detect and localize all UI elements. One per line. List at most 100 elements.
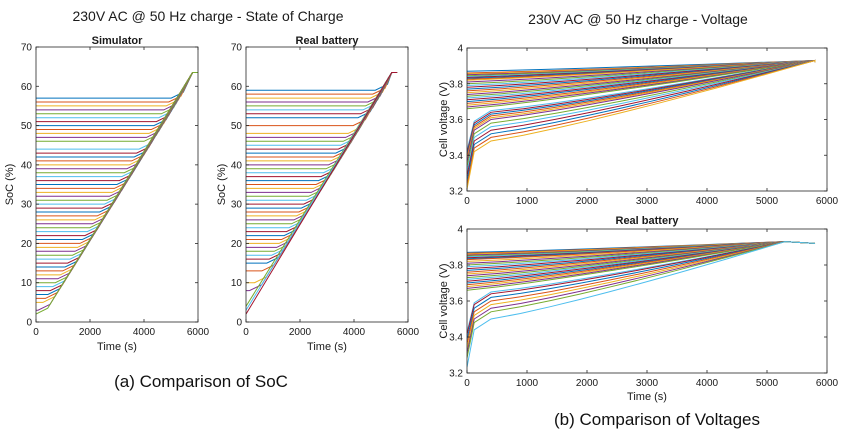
series-line [36,72,198,99]
series-line [36,72,198,119]
x-tick-label: 6000 [816,196,839,207]
soc-simulator-chart: 0 2000 4000 6000 0 10 20 30 40 50 60 70 Simulator Tim… [4,35,210,353]
series-line [36,72,198,158]
caption-voltage: (b) Comparison of Voltages [554,410,760,429]
series-line [36,72,198,197]
series-line [36,72,198,130]
series-line [36,72,198,189]
series-line [36,72,198,182]
series-line [246,72,398,240]
y-tick-label: 30 [21,200,33,211]
series-line [246,72,398,142]
series-line [467,241,816,368]
y-tick-label: 3.6 [449,297,463,308]
plot-area-frame [35,46,199,323]
series-line [246,72,398,197]
y-axis-label: SoC (%) [4,164,16,206]
y-tick-label: 10 [231,278,243,289]
x-tick-label: 2000 [289,327,312,338]
x-tick-label: 4000 [696,378,719,389]
y-tick-label: 10 [21,278,33,289]
series-line [36,72,198,103]
panel-title: Real battery [296,35,360,47]
series-line [467,241,816,358]
series-line [246,72,398,311]
series-line [36,72,198,166]
x-tick-label: 2000 [576,378,599,389]
series-line [36,72,198,162]
series-line [246,72,398,146]
caption-soc: (a) Comparison of SoC [114,372,288,391]
series-line [36,72,198,264]
series-line [246,72,398,91]
y-tick-label: 40 [21,160,33,171]
series-line [246,72,398,103]
series-line [467,59,816,190]
x-axis-label: Time (s) [307,341,347,353]
y-tick-label: 3.4 [449,151,463,162]
series-line [36,72,198,217]
x-tick-label: 0 [464,196,470,207]
series-line [246,72,398,174]
series-line [467,241,816,291]
series-line [246,72,398,221]
series-lines [36,72,198,315]
y-tick-label: 50 [21,121,33,132]
panel-title: Simulator [92,35,143,47]
x-tick-label: 5000 [756,378,779,389]
series-lines [467,241,816,368]
y-tick-label: 3.2 [449,369,463,380]
y-tick-label: 0 [236,318,242,329]
x-tick-label: 2000 [576,196,599,207]
x-tick-label: 0 [33,327,39,338]
series-line [246,72,398,95]
panel-title: Simulator [622,35,673,47]
series-line [36,72,198,240]
series-line [246,72,398,166]
series-line [36,72,198,225]
series-line [36,72,198,248]
x-tick-label: 5000 [756,196,779,207]
series-line [36,72,198,174]
x-tick-label: 1000 [516,378,539,389]
series-line [246,72,398,185]
y-tick-label: 70 [21,43,33,54]
series-lines [246,72,398,315]
series-line [36,72,198,193]
x-tick-label: 4000 [343,327,366,338]
y-tick-label: 60 [231,82,243,93]
y-tick-label: 30 [231,200,243,211]
y-tick-label: 4 [457,44,463,55]
series-line [36,72,198,185]
x-tick-label: 6000 [187,327,210,338]
series-line [246,72,398,315]
x-tick-label: 6000 [816,378,839,389]
plot-area-frame [245,46,409,323]
x-tick-label: 4000 [133,327,156,338]
series-line [246,72,398,162]
series-line [36,72,198,213]
soc-figure-title: 230V AC @ 50 Hz charge - State of Charge [72,8,343,24]
y-tick-label: 60 [21,82,33,93]
y-tick-label: 0 [26,318,32,329]
series-line [246,72,398,182]
series-line [246,72,398,158]
y-tick-label: 50 [231,121,243,132]
x-axis-label: Time (s) [627,391,667,403]
soc-real-battery-chart: 0 2000 4000 6000 0 10 20 30 40 50 60 70 Real battery… [216,35,420,353]
y-tick-label: 20 [231,239,243,250]
voltage-simulator-chart: 0 1000 2000 3000 4000 5000 6000 3.2 3.4 3.6 3.8 4 Si… [438,35,839,207]
y-tick-label: 3.2 [449,187,463,198]
series-line [246,72,398,170]
x-tick-label: 1000 [516,196,539,207]
y-tick-label: 20 [21,239,33,250]
x-tick-label: 6000 [397,327,420,338]
series-line [36,72,198,170]
y-tick-label: 70 [231,43,243,54]
y-axis-label: Cell voltage (V) [438,82,450,157]
series-line [36,72,198,209]
series-line [246,72,398,237]
series-line [246,72,398,119]
panel-title: Real battery [616,215,680,227]
series-line [467,59,816,163]
